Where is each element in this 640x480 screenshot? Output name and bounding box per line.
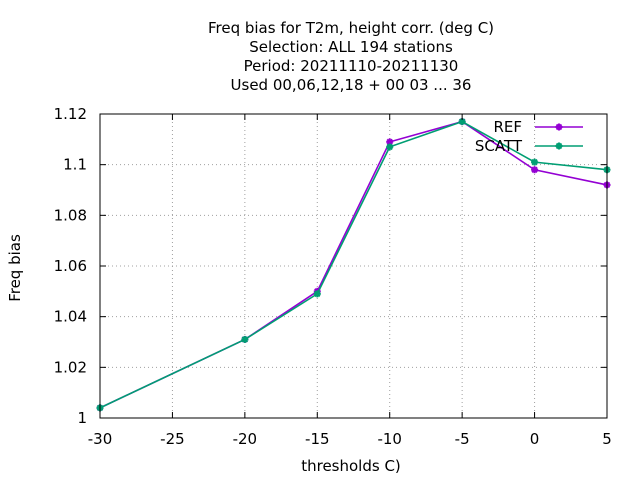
- y-axis-label: Freq bias: [6, 234, 24, 302]
- data-point-d2: [531, 166, 538, 173]
- data-point-d2: [314, 290, 321, 298]
- y-tick-label: 1: [77, 409, 87, 427]
- axes: -30 -25 -20 -15 -10 -5 0 5 1 1.02 1.04 1.06 1.08 1.1 1…: [54, 105, 612, 448]
- data-point-d2: [458, 118, 466, 125]
- data-point: [241, 335, 249, 343]
- data-point-d2: [531, 158, 538, 166]
- data-point: [386, 143, 394, 151]
- legend-label: REF: [493, 118, 522, 136]
- data-point-d2: [555, 142, 563, 150]
- title-line-1: Freq bias for T2m, height corr. (deg C): [208, 19, 494, 37]
- x-tick-label: -30: [88, 430, 113, 448]
- data-point-d2: [555, 123, 563, 131]
- chart-title: Freq bias for T2m, height corr. (deg C) …: [208, 19, 494, 94]
- data-point: [531, 166, 539, 174]
- data-point-d2: [386, 138, 393, 146]
- x-tick-label: 0: [530, 430, 540, 448]
- x-tick-label: -10: [377, 430, 402, 448]
- data-point-d2: [386, 143, 393, 151]
- legend-item-ref: REF: [493, 118, 583, 136]
- x-tick-label: 5: [602, 430, 612, 448]
- data-point: [555, 123, 563, 131]
- x-tick-label: -20: [233, 430, 258, 448]
- title-line-2: Selection: ALL 194 stations: [249, 38, 453, 56]
- legend-item-scatt: SCATT: [475, 137, 583, 155]
- series-layer: [96, 118, 611, 412]
- title-line-4: Used 00,06,12,18 + 00 03 ... 36: [231, 76, 472, 94]
- x-tick-label: -15: [305, 430, 330, 448]
- series-scatt: [96, 118, 611, 412]
- x-axis-label: thresholds C): [301, 457, 401, 475]
- y-tick-label: 1.02: [54, 358, 87, 376]
- data-point: [386, 138, 394, 146]
- legend-label: SCATT: [475, 137, 523, 155]
- x-tick-label: -25: [160, 430, 185, 448]
- data-point: [531, 158, 539, 166]
- title-line-3: Period: 20211110-20211130: [244, 57, 459, 75]
- data-point-d2: [241, 336, 249, 343]
- y-tick-label: 1.12: [54, 105, 87, 123]
- y-tick-label: 1.1: [63, 156, 87, 174]
- x-tick-label: -5: [455, 430, 470, 448]
- y-tick-label: 1.08: [54, 206, 87, 224]
- y-tick-label: 1.04: [54, 308, 87, 326]
- data-point: [555, 142, 563, 150]
- y-tick-label: 1.06: [54, 257, 87, 275]
- data-point: [313, 290, 321, 298]
